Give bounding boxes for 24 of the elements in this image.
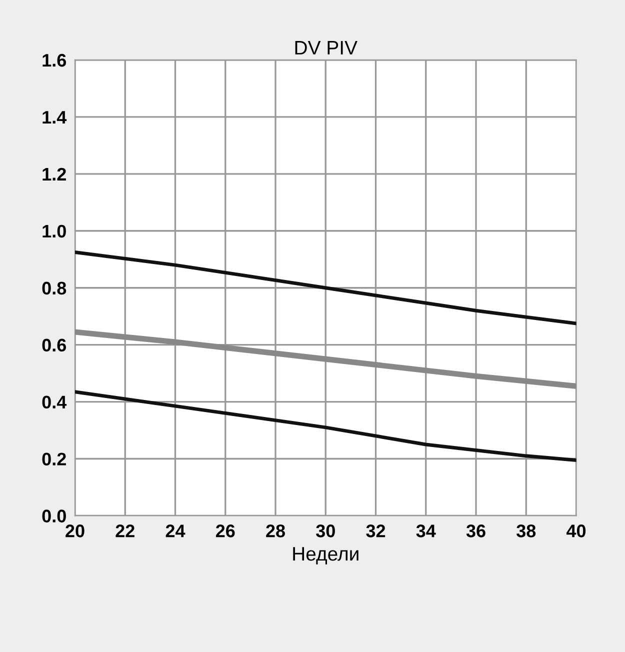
x-tick-label: 38 bbox=[516, 524, 536, 538]
x-tick-label: 28 bbox=[266, 524, 285, 538]
x-axis-title: Недели bbox=[293, 547, 358, 564]
y-tick-label: 0.2 bbox=[42, 452, 66, 466]
line-series bbox=[75, 250, 576, 326]
y-tick-label: 0.8 bbox=[42, 282, 66, 295]
y-tick-label: 1.4 bbox=[42, 111, 67, 124]
x-tick-label: 26 bbox=[216, 524, 235, 538]
y-tick-label: 0.0 bbox=[42, 510, 66, 522]
x-tick-label: 36 bbox=[466, 524, 486, 538]
y-tick-label: 1.2 bbox=[42, 168, 66, 180]
y-tick-label: 0.6 bbox=[42, 338, 66, 352]
y-tick-label: 0.4 bbox=[42, 396, 67, 409]
x-tick-label: 24 bbox=[166, 524, 186, 538]
x-tick-label: 40 bbox=[566, 524, 586, 538]
y-tick-label: 1.6 bbox=[42, 54, 66, 67]
y-tick-label: 1.0 bbox=[42, 224, 66, 238]
x-tick-label: 34 bbox=[416, 524, 436, 538]
line-series bbox=[75, 390, 576, 462]
x-tick-label: 22 bbox=[116, 524, 134, 538]
x-tick-label: 32 bbox=[366, 524, 386, 538]
x-tick-label: 20 bbox=[66, 524, 84, 538]
chart-title: DV PIV bbox=[295, 41, 358, 54]
x-tick-label: 30 bbox=[316, 524, 335, 538]
